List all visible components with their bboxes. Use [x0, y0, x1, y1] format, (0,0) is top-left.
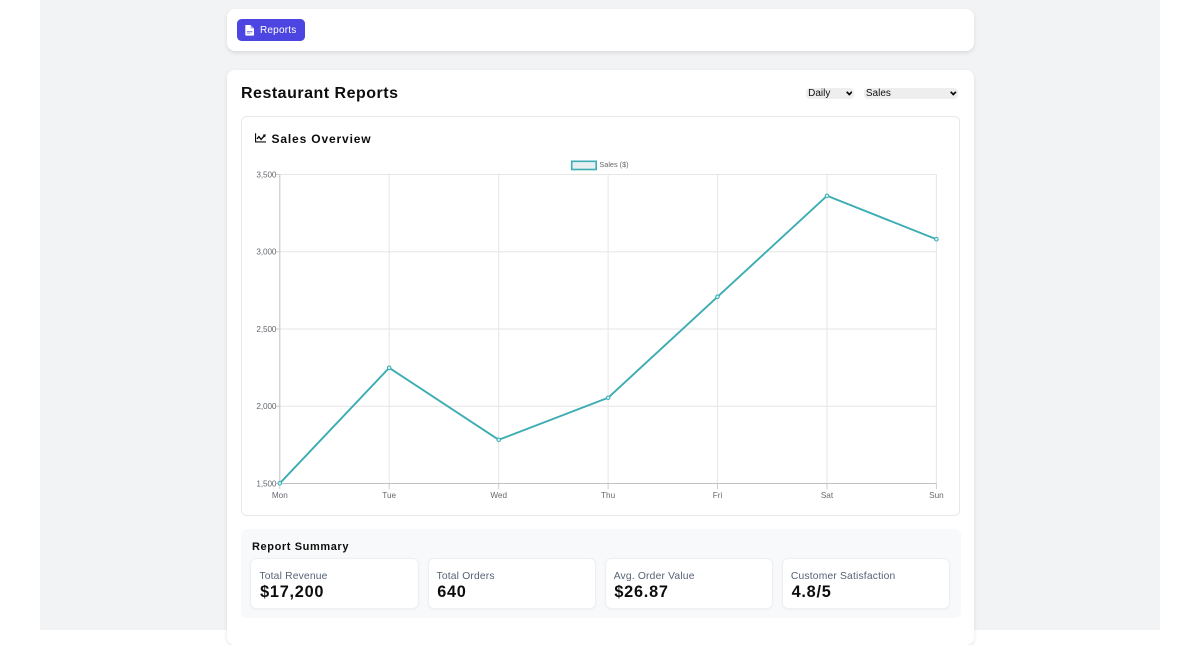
svg-text:2,500: 2,500: [257, 325, 278, 334]
svg-text:Fri: Fri: [713, 491, 723, 500]
svg-text:Sat: Sat: [821, 491, 834, 500]
svg-text:Sales ($): Sales ($): [600, 160, 629, 169]
svg-text:3,500: 3,500: [257, 171, 278, 180]
svg-text:Thu: Thu: [601, 491, 616, 500]
svg-text:3,000: 3,000: [257, 248, 278, 257]
svg-text:Mon: Mon: [272, 491, 288, 500]
svg-text:2,000: 2,000: [257, 402, 278, 411]
svg-text:Sun: Sun: [929, 491, 944, 500]
svg-text:Tue: Tue: [382, 491, 396, 500]
svg-text:1,500: 1,500: [257, 480, 278, 489]
svg-text:Wed: Wed: [491, 491, 508, 500]
